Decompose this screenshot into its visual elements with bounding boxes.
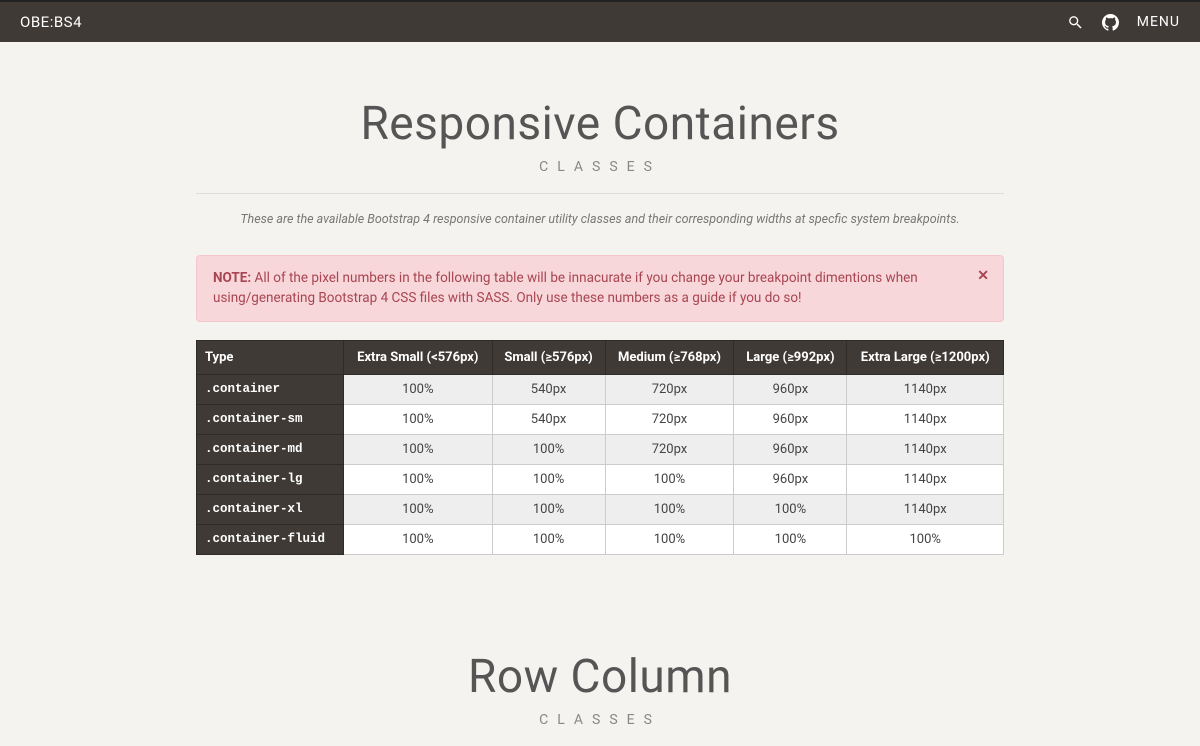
- table-cell: 540px: [492, 404, 605, 434]
- topbar-right: MENU: [1067, 14, 1180, 31]
- table-cell: 1140px: [847, 494, 1004, 524]
- table-row-label: .container-xl: [197, 494, 344, 524]
- table-row-label: .container-fluid: [197, 524, 344, 554]
- table-header: Large (≥992px): [734, 340, 847, 374]
- table-cell: 1140px: [847, 464, 1004, 494]
- table-cell: 1140px: [847, 434, 1004, 464]
- search-icon[interactable]: [1067, 14, 1084, 31]
- table-cell: 960px: [734, 434, 847, 464]
- table-header: Small (≥576px): [492, 340, 605, 374]
- table-header: Extra Small (<576px): [344, 340, 492, 374]
- table-cell: 100%: [344, 464, 492, 494]
- table-cell: 100%: [605, 524, 734, 554]
- table-row: .container-md100%100%720px960px1140px: [197, 434, 1004, 464]
- table-cell: 100%: [492, 434, 605, 464]
- table-cell: 960px: [734, 464, 847, 494]
- table-row-label: .container-sm: [197, 404, 344, 434]
- divider: [196, 193, 1004, 194]
- table-cell: 960px: [734, 374, 847, 404]
- section2-subtitle: CLASSES: [196, 712, 1004, 728]
- table-cell: 100%: [734, 494, 847, 524]
- github-icon[interactable]: [1102, 14, 1119, 31]
- alert-label: NOTE:: [213, 270, 251, 286]
- alert-text: All of the pixel numbers in the followin…: [213, 270, 918, 306]
- table-row-label: .container: [197, 374, 344, 404]
- page-subtitle: CLASSES: [196, 159, 1004, 175]
- table-cell: 720px: [605, 434, 734, 464]
- close-icon[interactable]: ✕: [977, 266, 989, 287]
- table-cell: 100%: [344, 494, 492, 524]
- topbar: OBE:BS4 MENU: [0, 0, 1200, 42]
- page-title: Responsive Containers: [196, 97, 1004, 151]
- note-alert: NOTE: All of the pixel numbers in the fo…: [196, 255, 1004, 322]
- main-content: Responsive Containers CLASSES These are …: [180, 97, 1020, 728]
- table-row: .container-xl100%100%100%100%1140px: [197, 494, 1004, 524]
- table-row-label: .container-lg: [197, 464, 344, 494]
- table-header: Type: [197, 340, 344, 374]
- table-cell: 100%: [492, 524, 605, 554]
- menu-button[interactable]: MENU: [1137, 14, 1180, 30]
- section2-title: Row Column: [196, 650, 1004, 704]
- table-header: Medium (≥768px): [605, 340, 734, 374]
- table-row-label: .container-md: [197, 434, 344, 464]
- table-row: .container-fluid100%100%100%100%100%: [197, 524, 1004, 554]
- table-row: .container-lg100%100%100%960px1140px: [197, 464, 1004, 494]
- table-cell: 720px: [605, 374, 734, 404]
- table-cell: 100%: [344, 404, 492, 434]
- containers-table: TypeExtra Small (<576px)Small (≥576px)Me…: [196, 340, 1004, 555]
- table-cell: 720px: [605, 404, 734, 434]
- table-cell: 960px: [734, 404, 847, 434]
- table-cell: 1140px: [847, 374, 1004, 404]
- table-cell: 540px: [492, 374, 605, 404]
- table-row: .container-sm100%540px720px960px1140px: [197, 404, 1004, 434]
- table-cell: 100%: [605, 494, 734, 524]
- table-cell: 100%: [344, 434, 492, 464]
- table-cell: 100%: [492, 464, 605, 494]
- table-cell: 100%: [847, 524, 1004, 554]
- table-cell: 100%: [492, 494, 605, 524]
- table-cell: 100%: [344, 524, 492, 554]
- table-cell: 1140px: [847, 404, 1004, 434]
- table-cell: 100%: [605, 464, 734, 494]
- brand[interactable]: OBE:BS4: [20, 13, 82, 31]
- table-cell: 100%: [344, 374, 492, 404]
- table-row: .container100%540px720px960px1140px: [197, 374, 1004, 404]
- table-cell: 100%: [734, 524, 847, 554]
- table-header: Extra Large (≥1200px): [847, 340, 1004, 374]
- intro-text: These are the available Bootstrap 4 resp…: [196, 212, 1004, 227]
